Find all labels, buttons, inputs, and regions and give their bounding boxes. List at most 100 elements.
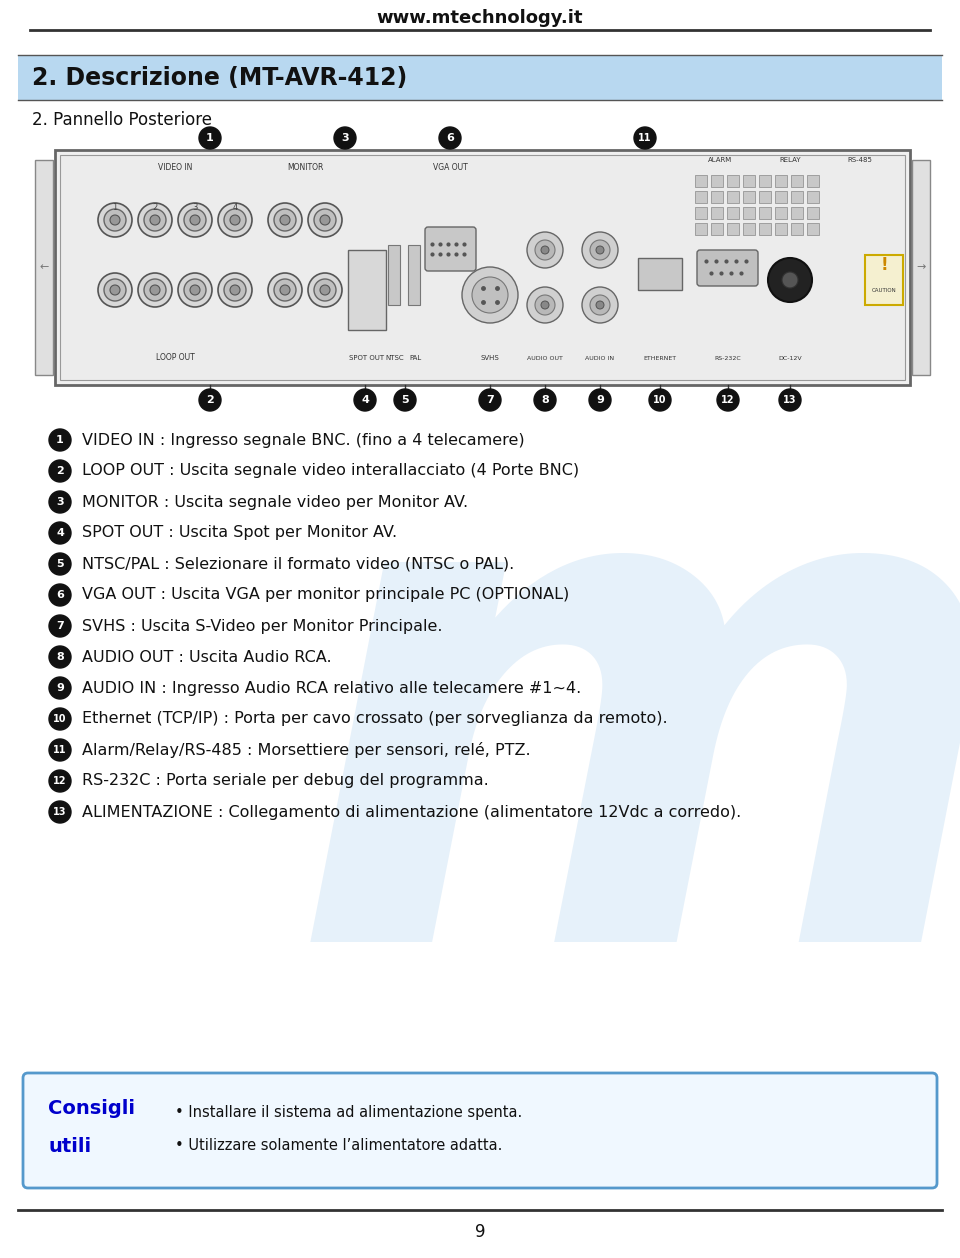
FancyBboxPatch shape xyxy=(727,208,739,219)
Circle shape xyxy=(308,273,342,307)
Text: 8: 8 xyxy=(56,652,64,662)
FancyBboxPatch shape xyxy=(807,175,819,187)
Text: VGA OUT : Uscita VGA per monitor principale PC (OPTIONAL): VGA OUT : Uscita VGA per monitor princip… xyxy=(82,587,569,603)
Circle shape xyxy=(144,209,166,231)
Circle shape xyxy=(49,677,71,699)
Circle shape xyxy=(224,209,246,231)
Text: 3: 3 xyxy=(341,133,348,143)
Circle shape xyxy=(178,273,212,307)
FancyBboxPatch shape xyxy=(695,191,707,203)
FancyBboxPatch shape xyxy=(60,155,905,380)
Text: 2. Descrizione (MT-AVR-412): 2. Descrizione (MT-AVR-412) xyxy=(32,65,407,91)
Circle shape xyxy=(138,273,172,307)
Circle shape xyxy=(268,203,302,237)
Circle shape xyxy=(98,273,132,307)
Text: RS-232C : Porta seriale per debug del programma.: RS-232C : Porta seriale per debug del pr… xyxy=(82,774,489,789)
Text: MONITOR : Uscita segnale video per Monitor AV.: MONITOR : Uscita segnale video per Monit… xyxy=(82,494,468,509)
Text: DC-12V: DC-12V xyxy=(779,356,802,361)
Circle shape xyxy=(527,231,563,268)
FancyBboxPatch shape xyxy=(23,1073,937,1188)
Circle shape xyxy=(472,277,508,313)
FancyBboxPatch shape xyxy=(711,175,723,187)
Circle shape xyxy=(49,770,71,793)
FancyBboxPatch shape xyxy=(775,208,787,219)
FancyBboxPatch shape xyxy=(759,175,771,187)
Text: 4: 4 xyxy=(56,528,64,538)
Circle shape xyxy=(184,279,206,301)
Circle shape xyxy=(49,522,71,543)
Circle shape xyxy=(779,389,801,411)
FancyBboxPatch shape xyxy=(743,208,755,219)
Circle shape xyxy=(527,287,563,323)
Circle shape xyxy=(150,215,160,225)
FancyBboxPatch shape xyxy=(791,191,803,203)
FancyBboxPatch shape xyxy=(35,160,53,375)
Circle shape xyxy=(218,273,252,307)
Text: 11: 11 xyxy=(638,133,652,143)
Circle shape xyxy=(394,389,416,411)
Circle shape xyxy=(535,294,555,314)
Text: MONITOR: MONITOR xyxy=(287,164,324,172)
Circle shape xyxy=(110,215,120,225)
Text: RS-232C: RS-232C xyxy=(714,356,741,361)
Circle shape xyxy=(190,215,200,225)
Circle shape xyxy=(49,584,71,606)
Circle shape xyxy=(49,615,71,637)
FancyBboxPatch shape xyxy=(791,223,803,235)
Text: 2. Pannello Posteriore: 2. Pannello Posteriore xyxy=(32,111,212,130)
Text: m: m xyxy=(288,414,960,1086)
Circle shape xyxy=(218,203,252,237)
Circle shape xyxy=(224,279,246,301)
Text: 5: 5 xyxy=(401,395,409,405)
Text: AUDIO OUT: AUDIO OUT xyxy=(527,356,563,361)
Text: 3: 3 xyxy=(192,203,198,211)
Text: RELAY: RELAY xyxy=(780,157,801,164)
Text: PAL: PAL xyxy=(409,355,421,361)
Circle shape xyxy=(308,203,342,237)
Text: →: → xyxy=(916,262,925,272)
Circle shape xyxy=(334,127,356,148)
Circle shape xyxy=(49,460,71,482)
Text: 5: 5 xyxy=(57,559,63,569)
Circle shape xyxy=(280,215,290,225)
FancyBboxPatch shape xyxy=(695,175,707,187)
Circle shape xyxy=(144,279,166,301)
Circle shape xyxy=(596,301,604,309)
FancyBboxPatch shape xyxy=(711,191,723,203)
Circle shape xyxy=(314,279,336,301)
Text: !: ! xyxy=(880,255,888,274)
Text: utili: utili xyxy=(48,1136,91,1156)
Text: VIDEO IN: VIDEO IN xyxy=(157,164,192,172)
Circle shape xyxy=(230,215,240,225)
Circle shape xyxy=(104,279,126,301)
FancyBboxPatch shape xyxy=(18,55,942,99)
Text: Ethernet (TCP/IP) : Porta per cavo crossato (per sorveglianza da remoto).: Ethernet (TCP/IP) : Porta per cavo cross… xyxy=(82,712,667,727)
Text: SPOT OUT : Uscita Spot per Monitor AV.: SPOT OUT : Uscita Spot per Monitor AV. xyxy=(82,526,397,541)
Text: NTSC/PAL : Selezionare il formato video (NTSC o PAL).: NTSC/PAL : Selezionare il formato video … xyxy=(82,556,515,571)
Text: 7: 7 xyxy=(56,621,64,632)
FancyBboxPatch shape xyxy=(791,175,803,187)
Text: CAUTION: CAUTION xyxy=(872,288,897,293)
FancyBboxPatch shape xyxy=(775,175,787,187)
Circle shape xyxy=(49,554,71,575)
Circle shape xyxy=(462,267,518,323)
FancyBboxPatch shape xyxy=(425,226,476,270)
Text: Alarm/Relay/RS-485 : Morsettiere per sensori, relé, PTZ.: Alarm/Relay/RS-485 : Morsettiere per sen… xyxy=(82,742,531,759)
Circle shape xyxy=(49,429,71,452)
Circle shape xyxy=(98,203,132,237)
FancyBboxPatch shape xyxy=(807,191,819,203)
Text: LOOP OUT : Uscita segnale video interallacciato (4 Porte BNC): LOOP OUT : Uscita segnale video interall… xyxy=(82,463,579,478)
Circle shape xyxy=(138,203,172,237)
Text: ALIMENTAZIONE : Collegamento di alimentazione (alimentatore 12Vdc a corredo).: ALIMENTAZIONE : Collegamento di alimenta… xyxy=(82,805,741,819)
Text: 9: 9 xyxy=(56,683,64,693)
FancyBboxPatch shape xyxy=(388,245,400,304)
Circle shape xyxy=(782,272,798,288)
Circle shape xyxy=(49,708,71,730)
Text: 1: 1 xyxy=(56,435,64,445)
Circle shape xyxy=(590,240,610,260)
Text: 9: 9 xyxy=(596,395,604,405)
Text: ETHERNET: ETHERNET xyxy=(643,356,677,361)
FancyBboxPatch shape xyxy=(807,208,819,219)
Circle shape xyxy=(230,286,240,294)
Text: 1: 1 xyxy=(112,203,118,211)
